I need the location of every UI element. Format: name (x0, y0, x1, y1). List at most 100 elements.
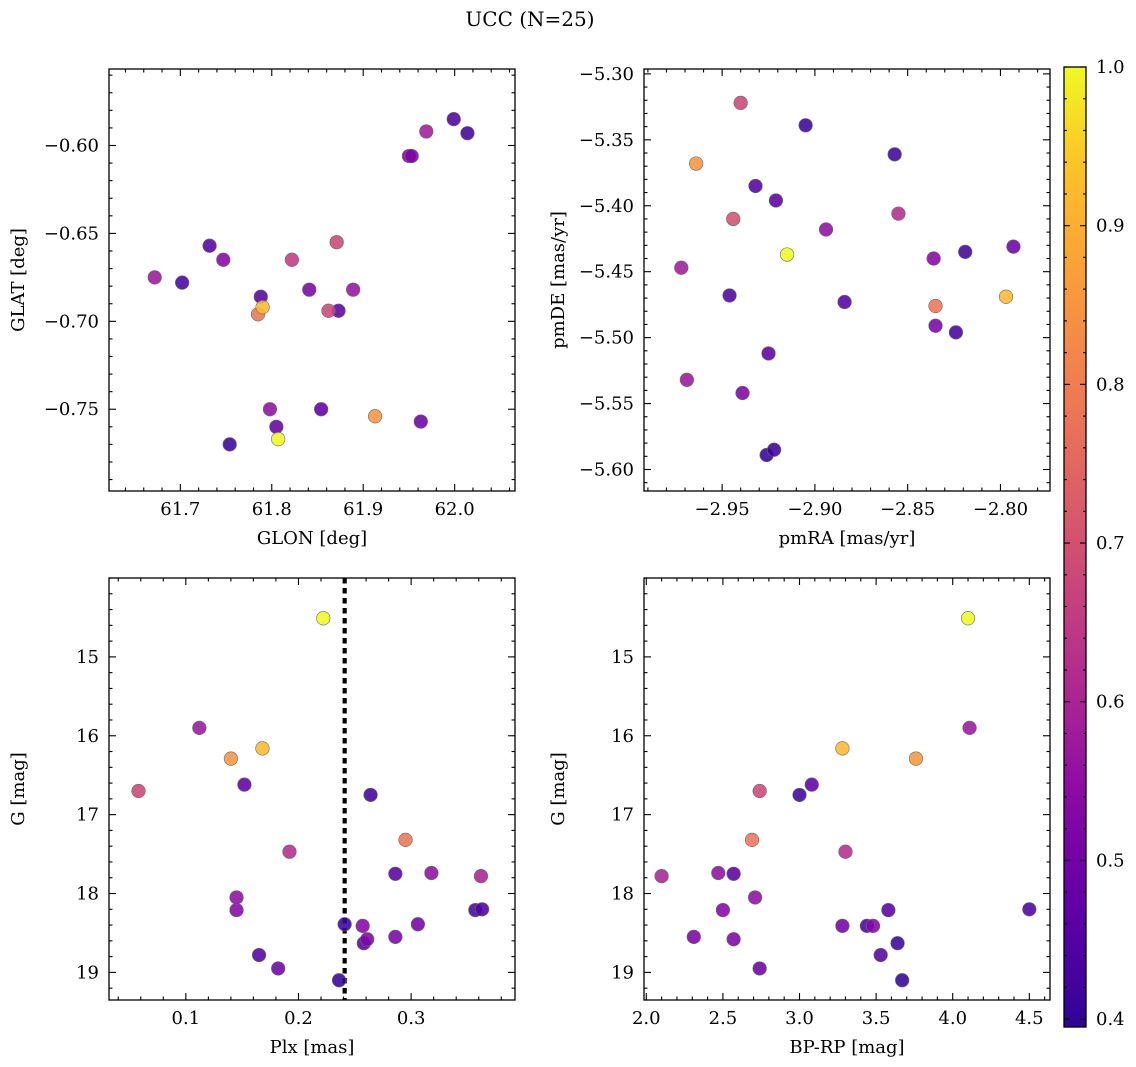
data-point (284, 252, 299, 267)
data-point (747, 890, 763, 905)
y-tick-label: 15 (76, 647, 99, 668)
data-point (733, 95, 748, 110)
data-point (881, 902, 896, 918)
data-point (398, 832, 413, 847)
data-point (748, 178, 763, 194)
y-tick-label: 18 (76, 884, 99, 905)
data-point (192, 720, 207, 735)
y-axis-label: G [mag] (548, 752, 569, 825)
data-point (689, 156, 704, 171)
data-point (255, 741, 270, 756)
data-point (890, 936, 905, 951)
colorbar-tick-label: 0.7 (1096, 533, 1125, 554)
axis-ticks (109, 577, 515, 1000)
data-point (316, 611, 331, 626)
y-tick-label: −0.60 (44, 135, 99, 156)
data-points (654, 611, 1037, 988)
data-point (818, 222, 834, 237)
x-tick-label: 61.9 (343, 499, 383, 520)
data-point (873, 947, 888, 963)
data-point (321, 303, 336, 318)
y-tick-label: −5.40 (579, 196, 634, 217)
axes-frame (108, 68, 516, 492)
data-point (346, 282, 361, 297)
scatter-panel-bottom-left: 0.1 0.2 0.3 15 16 17 18 19 Plx [mas] G [mag] (8, 577, 516, 1058)
y-tick-label: −0.75 (44, 399, 99, 420)
data-point (175, 275, 190, 290)
data-point (331, 973, 347, 988)
y-axis-label: GLAT [deg] (8, 228, 29, 332)
data-point (251, 947, 267, 963)
x-tick-label: −2.90 (787, 499, 842, 520)
data-point (726, 932, 741, 947)
data-point (410, 917, 425, 932)
x-tick-label: −2.80 (973, 499, 1028, 520)
figure-title: UCC (N=25) (465, 7, 594, 31)
colorbar-tick-label: 1.0 (1096, 57, 1125, 78)
colorbar-frame (1063, 66, 1087, 1028)
data-point (686, 929, 701, 944)
data-point (460, 126, 475, 141)
data-point (475, 902, 490, 917)
colorbar-tick-label: 0.9 (1096, 216, 1125, 237)
data-point (726, 211, 741, 227)
data-point (837, 294, 852, 310)
y-tick-label: −5.60 (579, 460, 634, 481)
data-point (202, 238, 217, 253)
data-point (960, 611, 976, 626)
data-point (404, 148, 419, 164)
data-point (237, 777, 252, 792)
data-point (1006, 239, 1021, 254)
x-tick-label: 4.5 (1015, 1008, 1044, 1029)
x-tick-label: 0.2 (284, 1008, 313, 1029)
x-axis-label: GLON [deg] (257, 528, 367, 549)
data-point (654, 869, 669, 884)
data-point (262, 402, 278, 417)
data-point (271, 961, 286, 976)
axis-ticks (644, 577, 1050, 1000)
x-tick-label: 62.0 (435, 499, 475, 520)
y-tick-label: −5.45 (579, 262, 634, 283)
y-axis-label: G [mag] (8, 752, 29, 825)
x-tick-label: 61.8 (252, 499, 292, 520)
data-point (735, 385, 750, 401)
data-point (255, 300, 270, 315)
data-points (674, 95, 1021, 463)
data-point (223, 751, 238, 766)
data-point (282, 844, 297, 859)
y-tick-label: −5.50 (579, 328, 634, 349)
axis-ticks (109, 69, 515, 491)
data-point (887, 147, 902, 162)
data-point (804, 777, 819, 792)
data-point (413, 414, 428, 429)
data-point (722, 288, 737, 303)
data-point (835, 741, 850, 756)
data-point (948, 325, 964, 340)
y-tick-label: −5.35 (579, 130, 634, 151)
x-tick-label: 3.0 (785, 1008, 814, 1029)
data-point (229, 890, 244, 905)
y-tick-label: 15 (611, 647, 634, 668)
data-point (766, 442, 782, 457)
y-tick-label: −5.55 (579, 394, 634, 415)
data-point (792, 787, 807, 803)
data-point (962, 720, 977, 735)
colorbar-tick-label: 0.5 (1096, 850, 1125, 871)
data-point (674, 260, 689, 275)
x-tick-label: 3.5 (862, 1008, 891, 1029)
data-point (895, 973, 910, 988)
y-tick-label: 19 (76, 962, 99, 983)
x-tick-label: 0.1 (172, 1008, 201, 1029)
data-point (367, 409, 383, 424)
data-point (928, 298, 943, 314)
x-tick-label: 0.3 (397, 1008, 426, 1029)
data-point (388, 866, 403, 881)
data-point (229, 902, 244, 918)
y-tick-label: −5.30 (579, 64, 634, 85)
data-point (222, 437, 237, 452)
x-tick-label: 2.0 (632, 1008, 661, 1029)
axis-ticks (644, 69, 1050, 491)
data-point (446, 112, 461, 127)
scatter-panel-bottom-right: 2.0 2.5 3.0 3.5 4.0 4.5 15 16 17 18 19 BP-RP [mag] G… (548, 577, 1051, 1058)
x-axis-label: pmRA [mas/yr] (779, 528, 916, 549)
